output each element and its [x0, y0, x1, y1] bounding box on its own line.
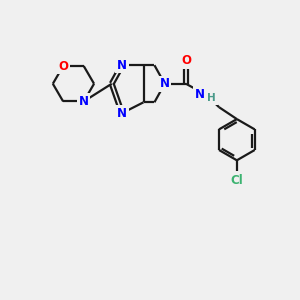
Text: N: N — [160, 77, 170, 90]
Text: N: N — [194, 88, 205, 101]
Text: H: H — [208, 93, 216, 103]
Text: N: N — [117, 107, 127, 120]
Text: N: N — [79, 95, 89, 108]
Text: Cl: Cl — [230, 174, 243, 187]
Text: O: O — [58, 60, 68, 73]
Text: N: N — [117, 59, 127, 72]
Text: O: O — [181, 54, 191, 67]
